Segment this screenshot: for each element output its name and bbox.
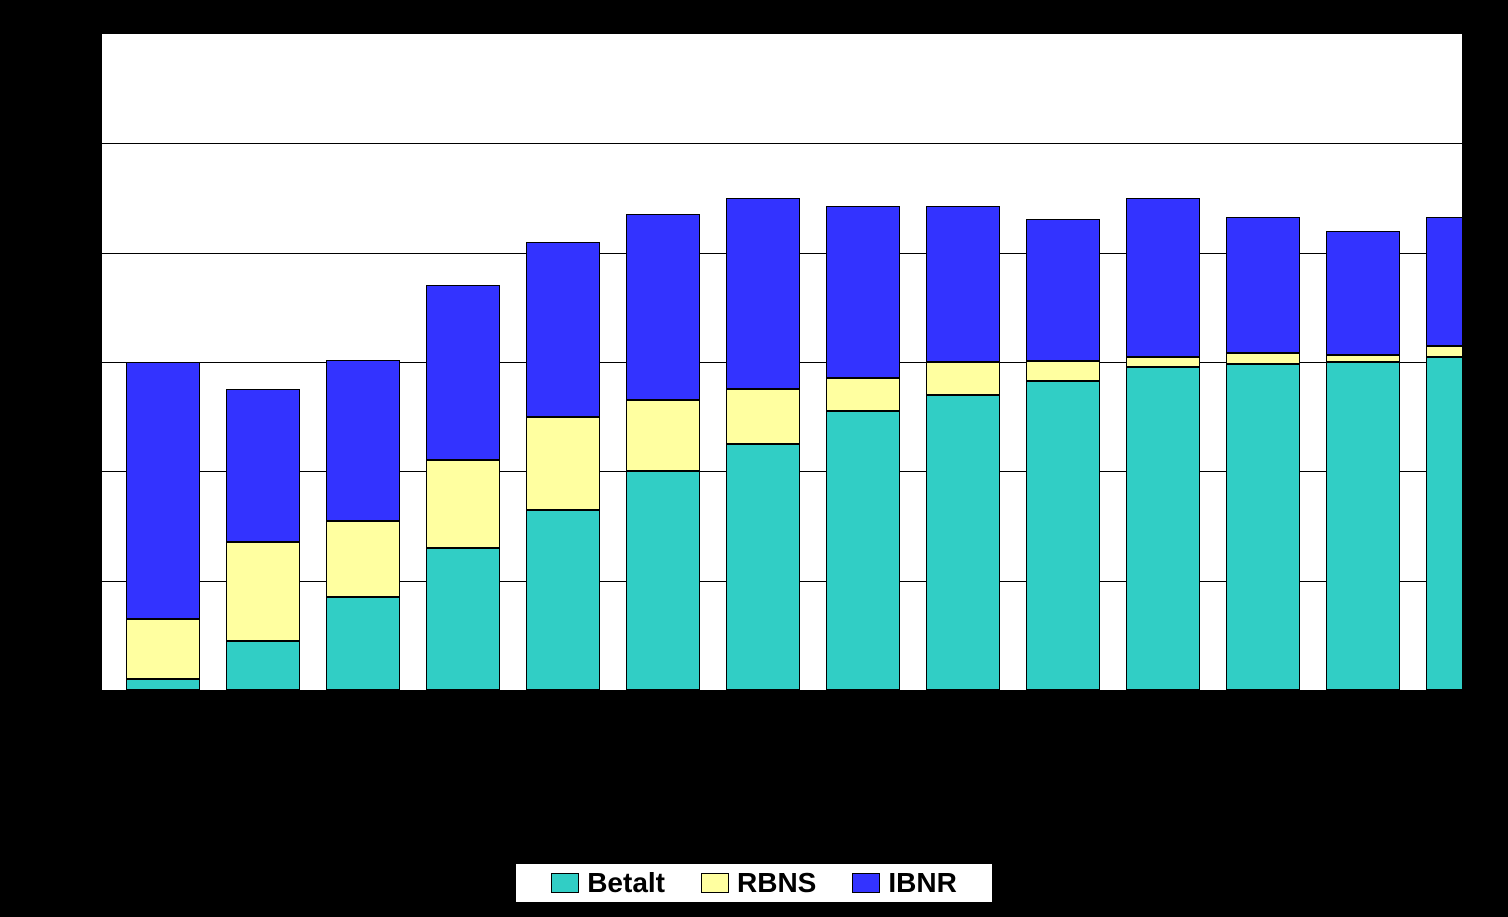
bar-segment-betalt xyxy=(826,411,900,690)
bar-segment-ibnr xyxy=(626,214,700,400)
bar-segment-rbns xyxy=(1226,353,1300,364)
bar-segment-betalt xyxy=(926,395,1000,690)
bar-segment-ibnr xyxy=(1226,217,1300,354)
legend: Betalt RBNS IBNR xyxy=(514,862,994,904)
bar-segment-betalt xyxy=(626,471,700,690)
bar-group xyxy=(326,360,400,690)
bar-group xyxy=(926,206,1000,690)
bar-segment-rbns xyxy=(426,460,500,547)
bar-segment-rbns xyxy=(126,619,200,679)
legend-item-rbns: RBNS xyxy=(701,867,816,899)
bar-segment-ibnr xyxy=(1126,198,1200,357)
bar-segment-ibnr xyxy=(326,360,400,521)
chart-frame: Betalt RBNS IBNR xyxy=(0,0,1508,917)
bar-segment-betalt xyxy=(526,510,600,690)
bar-segment-ibnr xyxy=(826,206,900,379)
bars-container xyxy=(102,34,1462,690)
legend-label-ibnr: IBNR xyxy=(888,867,956,899)
bar-segment-ibnr xyxy=(1426,217,1464,346)
plot-area xyxy=(100,32,1464,692)
bar-group xyxy=(1126,198,1200,690)
bar-group xyxy=(226,389,300,690)
bar-segment-ibnr xyxy=(526,242,600,417)
bar-segment-ibnr xyxy=(1326,231,1400,356)
bar-group xyxy=(426,285,500,690)
bar-segment-betalt xyxy=(226,641,300,690)
bar-group xyxy=(726,198,800,690)
bar-segment-betalt xyxy=(1026,381,1100,690)
legend-swatch-ibnr xyxy=(852,873,880,893)
bar-segment-ibnr xyxy=(126,362,200,619)
bar-segment-rbns xyxy=(1426,346,1464,357)
bar-segment-rbns xyxy=(326,521,400,598)
bar-group xyxy=(1226,217,1300,690)
bar-segment-rbns xyxy=(826,378,900,411)
bar-segment-ibnr xyxy=(426,285,500,460)
bar-segment-betalt xyxy=(1326,362,1400,690)
bar-segment-rbns xyxy=(1326,355,1400,362)
bar-segment-rbns xyxy=(526,417,600,510)
bar-segment-betalt xyxy=(726,444,800,690)
bar-group xyxy=(1326,231,1400,690)
bar-segment-ibnr xyxy=(226,389,300,542)
legend-item-betalt: Betalt xyxy=(551,867,665,899)
legend-label-betalt: Betalt xyxy=(587,867,665,899)
bar-group xyxy=(626,214,700,690)
bar-group xyxy=(526,242,600,690)
bar-segment-betalt xyxy=(1426,357,1464,690)
bar-segment-betalt xyxy=(1126,367,1200,690)
bar-segment-ibnr xyxy=(926,206,1000,362)
bar-segment-betalt xyxy=(426,548,500,690)
bar-segment-ibnr xyxy=(726,198,800,389)
bar-segment-rbns xyxy=(226,542,300,640)
bar-group xyxy=(126,362,200,690)
bar-segment-betalt xyxy=(326,597,400,690)
bar-segment-rbns xyxy=(926,362,1000,395)
bar-group xyxy=(1426,217,1464,690)
bar-segment-betalt xyxy=(1226,364,1300,690)
bar-segment-rbns xyxy=(1026,361,1100,381)
bar-group xyxy=(1026,219,1100,690)
bar-segment-rbns xyxy=(726,389,800,444)
bar-segment-rbns xyxy=(626,400,700,471)
legend-label-rbns: RBNS xyxy=(737,867,816,899)
legend-item-ibnr: IBNR xyxy=(852,867,956,899)
bar-segment-betalt xyxy=(126,679,200,690)
legend-swatch-betalt xyxy=(551,873,579,893)
bar-segment-rbns xyxy=(1126,357,1200,368)
legend-swatch-rbns xyxy=(701,873,729,893)
bar-segment-ibnr xyxy=(1026,219,1100,361)
bar-group xyxy=(826,206,900,690)
